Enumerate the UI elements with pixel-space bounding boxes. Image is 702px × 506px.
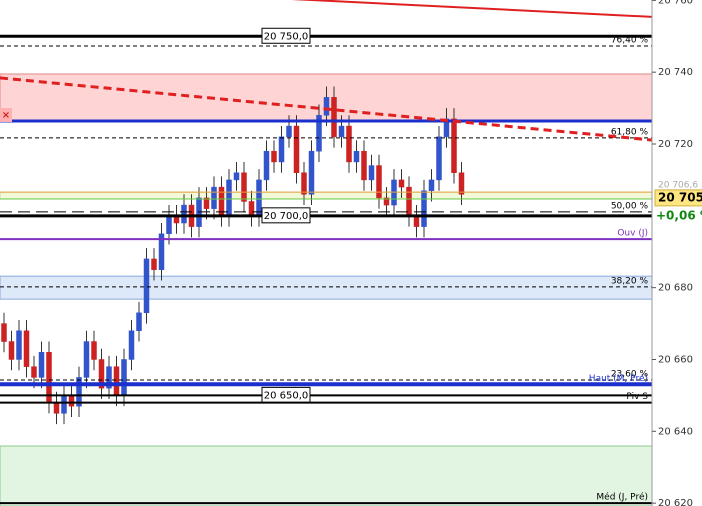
candle-body [301, 172, 307, 195]
candle-body [338, 125, 345, 138]
candle-body [316, 115, 322, 152]
level-label: 76,40 % [611, 35, 649, 45]
candle-body [98, 359, 105, 389]
candle-body [53, 402, 60, 414]
candle-body [128, 330, 135, 360]
candle-body [61, 395, 67, 414]
change-label: +0,06 % [656, 208, 702, 222]
candle-body [211, 186, 217, 209]
candle-body [1, 323, 7, 342]
candle-body [331, 97, 337, 138]
candle-body [8, 341, 15, 360]
candle-body [143, 258, 150, 314]
y-tick-label: 20 680 [658, 283, 693, 294]
y-tick-label: 20 620 [658, 498, 693, 506]
candle-body [233, 172, 240, 181]
level-box [261, 207, 311, 224]
candle-body [428, 179, 435, 191]
level-label: 20 650,0 [264, 390, 309, 401]
level-label: 20 700,0 [264, 211, 309, 222]
level-label: 20 750,0 [264, 31, 309, 42]
candle-body [136, 312, 142, 331]
price-label: 20 705 [658, 190, 702, 204]
candle-body [248, 201, 255, 217]
candle-body [106, 366, 112, 389]
candle-body [38, 352, 45, 378]
candle-body [113, 366, 120, 396]
candle-body [16, 330, 22, 360]
candle-body [271, 150, 277, 163]
y-tick-label: 20 640 [658, 426, 693, 437]
candle-body [346, 125, 352, 163]
level-box [261, 27, 311, 44]
candle-body [181, 204, 187, 224]
candle-body [323, 97, 330, 116]
candle-body [376, 165, 382, 199]
candle-body [158, 233, 165, 270]
price-tag [654, 189, 702, 207]
candle-body [76, 377, 82, 407]
candle-body [458, 172, 465, 195]
candle-body [421, 190, 427, 227]
candle-body [436, 136, 442, 181]
candle-body [443, 118, 450, 138]
candle-body [226, 179, 232, 217]
candle-body [256, 179, 262, 217]
candle-body [278, 136, 285, 163]
candle-body [368, 165, 375, 181]
zone [0, 275, 653, 300]
y-tick-label: 20 760 [658, 0, 693, 6]
zone [0, 191, 653, 200]
candle-body [451, 118, 457, 173]
level-label: Piv S [626, 392, 648, 402]
candle-body [263, 150, 270, 181]
delete-icon-glyph: × [2, 110, 10, 121]
candle-body [166, 215, 172, 235]
candle-body [68, 395, 75, 407]
candle-body [398, 179, 405, 188]
y-tick-label: 20 720 [658, 139, 693, 150]
candle-body [241, 172, 247, 202]
candle-body [121, 359, 127, 396]
level-label: 38,20 % [611, 276, 649, 286]
candle-body [383, 197, 390, 206]
zone [0, 445, 653, 506]
candle-body [23, 330, 30, 367]
y-tick-label: 20 660 [658, 354, 693, 365]
candle-body [31, 366, 37, 378]
candle-body [308, 150, 315, 195]
candle-body [83, 341, 90, 378]
candle-body [353, 150, 360, 163]
candle-body [361, 150, 367, 181]
candle-body [286, 125, 292, 138]
level-label: 23,60 % [611, 369, 649, 379]
axis-area [652, 0, 702, 506]
level-label: Méd (J, Pré) [596, 492, 648, 503]
level-label: Ouv (J) [617, 229, 648, 239]
trendline [0, 76, 702, 147]
level-label: 50,00 % [611, 201, 649, 211]
candle-body [151, 258, 157, 270]
candle-body [203, 197, 210, 209]
delete-icon [0, 108, 12, 122]
previous-tag: 20 706,6 [658, 180, 698, 190]
level-label: 61,80 % [611, 127, 649, 137]
candle-body [293, 125, 300, 173]
candle-body [413, 215, 420, 227]
trendline [291, 0, 702, 21]
y-tick-label: 20 740 [658, 67, 693, 78]
candle-body [91, 341, 97, 360]
level-label: Haut (M, Pré) [589, 373, 648, 384]
